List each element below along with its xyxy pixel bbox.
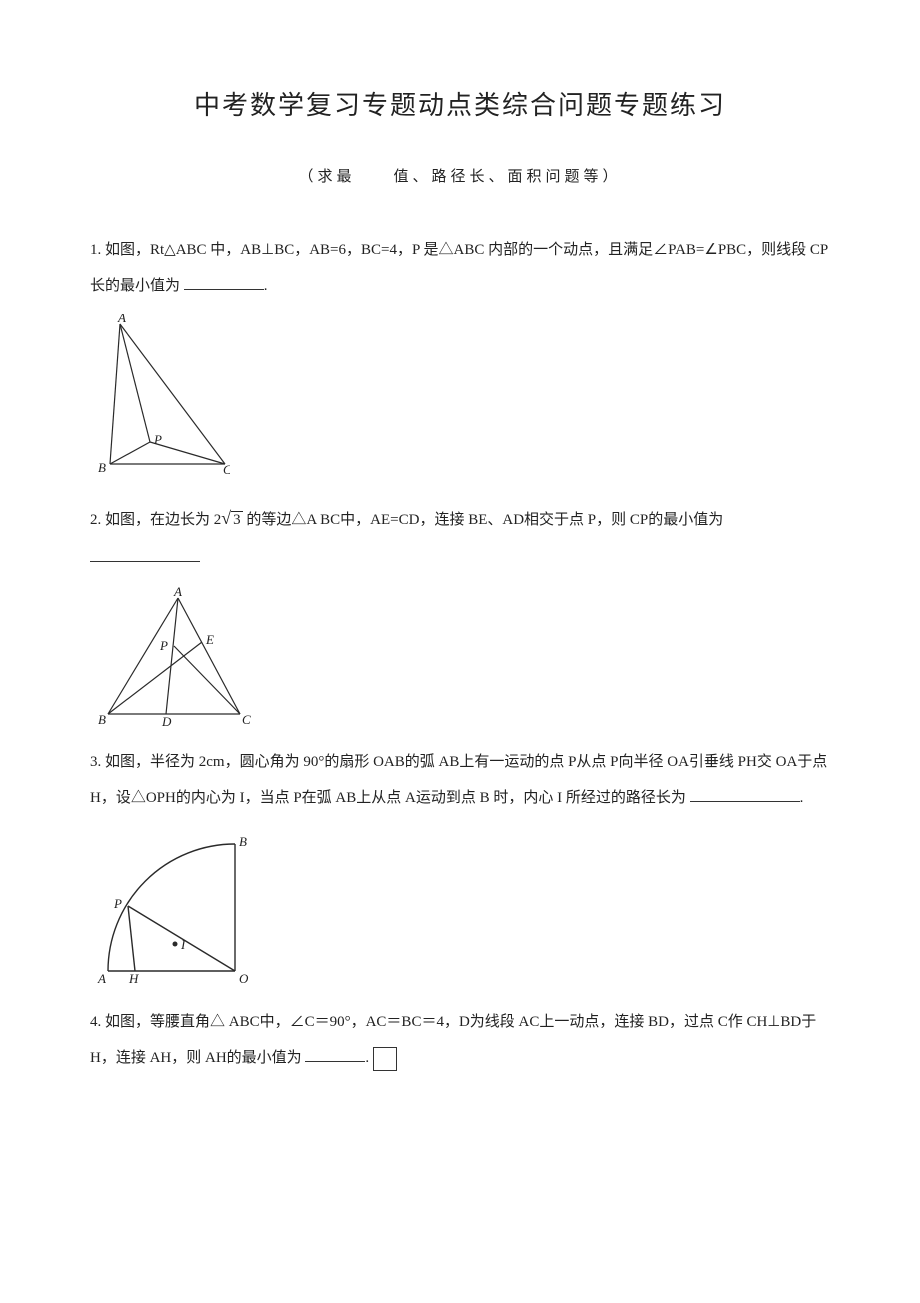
svg-text:A: A (97, 971, 106, 986)
problem-3-after: . (800, 790, 804, 806)
figure-3-svg: O A B H P I (90, 826, 260, 986)
page-title: 中考数学复习专题动点类综合问题专题练习 (90, 80, 830, 132)
svg-text:A: A (117, 314, 126, 325)
blank-2 (90, 546, 200, 562)
svg-text:P: P (153, 432, 162, 447)
problem-2-text-mid: 的等边△A BC中，AE=CD，连接 BE、AD相交于点 P，则 CP的最小值为 (243, 512, 724, 528)
figure-1: A B C P (90, 314, 830, 479)
problem-4-text: 如图，等腰直角△ ABC中，∠C＝90°，AC＝BC＝4，D为线段 AC上一动点… (90, 1014, 816, 1066)
svg-text:B: B (98, 712, 106, 726)
svg-text:I: I (180, 937, 186, 952)
svg-text:H: H (128, 971, 139, 986)
blank-3 (690, 786, 800, 802)
problem-4: 4. 如图，等腰直角△ ABC中，∠C＝90°，AC＝BC＝4，D为线段 AC上… (90, 1004, 830, 1076)
svg-text:D: D (161, 714, 172, 726)
problem-1-num: 1. (90, 242, 101, 258)
svg-text:E: E (205, 632, 214, 647)
figure-1-svg: A B C P (90, 314, 230, 479)
figure-2-svg: A B C D E P (90, 586, 260, 726)
page-subtitle: （求最 值、路径长、面积问题等） (90, 162, 830, 192)
problem-4-after: . (365, 1050, 369, 1066)
blank-1 (184, 274, 264, 290)
svg-text:P: P (159, 638, 168, 653)
svg-text:P: P (113, 896, 122, 911)
svg-text:O: O (239, 971, 249, 986)
problem-2-num: 2. (90, 512, 101, 528)
problem-2-text-before: 如图，在边长为 (105, 512, 214, 528)
problem-1: 1. 如图，Rt△ABC 中，AB⊥BC，AB=6，BC=4，P 是△ABC 内… (90, 232, 830, 304)
blank-4 (305, 1046, 365, 1062)
svg-text:C: C (223, 462, 230, 477)
problem-2-sqrt: 2√3 (214, 512, 243, 528)
sqrt-rad: 3 (231, 511, 243, 528)
empty-box (373, 1047, 397, 1071)
figure-2: A B C D E P (90, 586, 830, 726)
figure-3: O A B H P I (90, 826, 830, 986)
svg-text:C: C (242, 712, 251, 726)
problem-4-num: 4. (90, 1014, 101, 1030)
problem-1-after: . (264, 278, 268, 294)
problem-3: 3. 如图，半径为 2cm，圆心角为 90°的扇形 OAB的弧 AB上有一运动的… (90, 744, 830, 816)
svg-text:B: B (98, 460, 106, 475)
svg-text:A: A (173, 586, 182, 599)
svg-text:B: B (239, 834, 247, 849)
problem-2: 2. 如图，在边长为 2√3 的等边△A BC中，AE=CD，连接 BE、AD相… (90, 497, 830, 576)
problem-3-num: 3. (90, 754, 101, 770)
